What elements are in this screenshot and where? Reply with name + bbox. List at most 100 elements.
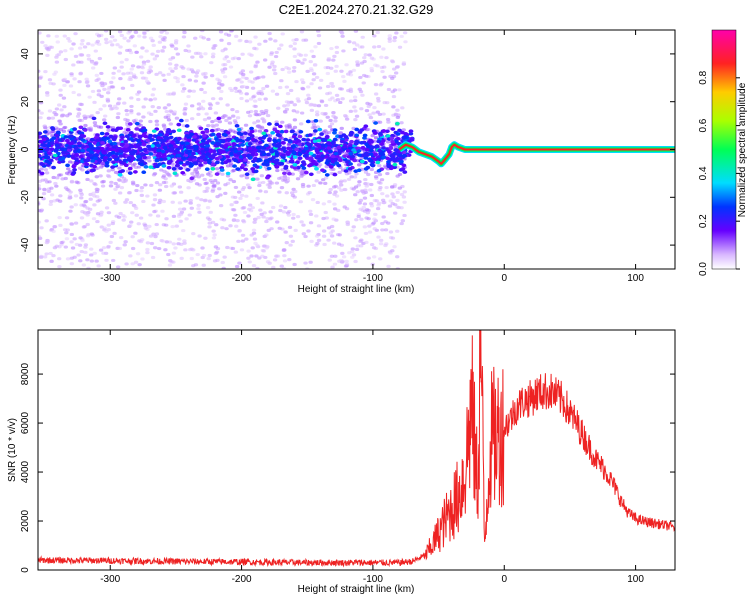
colorbar-tick-label: 0.8	[698, 70, 709, 84]
spectrogram-cell	[78, 71, 84, 75]
spectrogram-cell	[181, 74, 186, 79]
spectrogram-cell	[283, 230, 288, 234]
spectrogram-cell	[83, 116, 88, 120]
spectrogram-cell	[48, 199, 54, 204]
spectrogram-cell	[364, 109, 370, 113]
spectrogram-cell	[393, 139, 399, 144]
spectrogram-cell	[222, 75, 228, 79]
spectrogram-cell	[115, 265, 121, 269]
spectrogram-cell	[353, 98, 358, 103]
spectrogram-cell	[367, 113, 372, 117]
spectrogram-cell	[257, 140, 263, 145]
spectrogram-cell	[273, 161, 279, 165]
spectrogram-cell	[362, 202, 368, 206]
spectrogram-cell	[369, 56, 375, 60]
spectrogram-cell	[206, 37, 211, 42]
spectrogram-cell	[67, 145, 73, 149]
spectrogram-cell	[353, 259, 358, 264]
spectrogram-cell	[118, 149, 124, 154]
spectrogram-cell	[58, 88, 63, 92]
spectrogram-cell	[363, 170, 369, 174]
spectrogram-cell	[345, 149, 351, 153]
spectrogram-cell	[175, 79, 180, 84]
spectrogram-cell	[231, 217, 237, 222]
spectrogram-cell	[175, 140, 180, 145]
spectrogram-cell	[302, 58, 307, 62]
spectrogram-cell	[217, 120, 223, 124]
spectrogram-cell	[323, 129, 328, 133]
spectrogram-cell	[112, 231, 117, 235]
spectrogram-cell	[257, 42, 262, 46]
spectrogram-cell	[66, 154, 72, 158]
spectrogram-cell	[385, 140, 391, 144]
spectrogram-cell	[113, 187, 118, 191]
spectrogram-cell	[201, 36, 206, 40]
spectrogram-cell	[287, 171, 292, 176]
spectrogram-cell	[160, 48, 165, 53]
spectrogram-cell	[69, 222, 74, 226]
spectrogram-cell	[164, 133, 170, 137]
spectrogram-cell	[285, 152, 291, 157]
spectrogram-cell	[192, 158, 197, 162]
spectrogram-cell	[39, 167, 44, 171]
spectrogram-cell	[338, 131, 343, 135]
spectrogram-cell	[348, 151, 354, 156]
spectrogram-cell	[295, 97, 300, 101]
spectrogram-cell	[179, 65, 184, 69]
spectrogram-cell	[324, 134, 330, 139]
spectrogram-cell	[80, 238, 85, 243]
snr-y-tick-label: 4000	[20, 460, 31, 483]
spectrogram-cell	[119, 60, 124, 64]
spectrogram-cell	[217, 79, 222, 83]
spectrogram-cell	[200, 138, 206, 143]
spectrogram-cell	[166, 118, 172, 122]
spectrogram-cell	[213, 43, 218, 48]
spectrogram-cell	[86, 57, 92, 61]
spectrogram-cell	[253, 104, 258, 109]
spectrogram-cell	[139, 185, 145, 190]
spectrogram-cell	[264, 84, 270, 88]
spectrogram-cell	[316, 224, 322, 228]
spectrogram-cell	[309, 102, 314, 106]
spectrogram-cell	[361, 81, 366, 85]
spectrogram-cell	[295, 139, 301, 143]
spectrogram-cell	[113, 157, 119, 162]
colorbar: 0.00.20.40.60.8 Normalized spectral ampl…	[698, 29, 748, 276]
spectrogram-cell	[249, 233, 254, 237]
spectrogram-cell	[103, 37, 109, 41]
spectrogram-cell	[395, 190, 400, 195]
spectrogram-cell	[341, 49, 346, 53]
spectrogram-cell	[334, 50, 340, 55]
spectrogram-cell	[144, 49, 149, 53]
spectrogram-cell	[57, 216, 62, 220]
spectrogram-cell	[45, 91, 50, 95]
spectrogram-cell	[105, 97, 110, 101]
spectrogram-cell	[332, 262, 338, 266]
spectrogram-cell	[78, 52, 84, 57]
spectrogram-cell	[384, 185, 389, 190]
spectrogram-cell	[106, 91, 111, 95]
spectrogram-cell	[370, 134, 375, 138]
spectrogram-cell	[283, 137, 289, 142]
spectrogram-cell	[253, 65, 258, 69]
spectrogram-cell	[240, 206, 246, 210]
spectrogram-cell	[400, 130, 405, 135]
spectrogram-cell	[126, 125, 131, 129]
spectrogram-cell	[199, 142, 205, 146]
spectrogram-cell	[151, 129, 157, 133]
spectrogram-cell	[44, 219, 49, 223]
spectrogram-cell	[83, 123, 88, 128]
colorbar-tick-label: 0.4	[698, 166, 709, 180]
spectrogram-cell	[130, 64, 136, 68]
spectrogram-cell	[314, 214, 319, 218]
spectrogram-cell	[255, 196, 260, 201]
spectrogram-cell	[116, 178, 122, 182]
signal-track-core	[398, 143, 675, 165]
spectrogram-cell	[214, 137, 219, 141]
spectrogram-cell	[247, 260, 252, 264]
spectrogram-cell	[275, 220, 280, 224]
spectrogram-cell	[96, 89, 102, 93]
spectrogram-cell	[183, 199, 188, 203]
spectrogram-cell	[64, 216, 70, 220]
spectrogram-cell	[354, 218, 359, 222]
